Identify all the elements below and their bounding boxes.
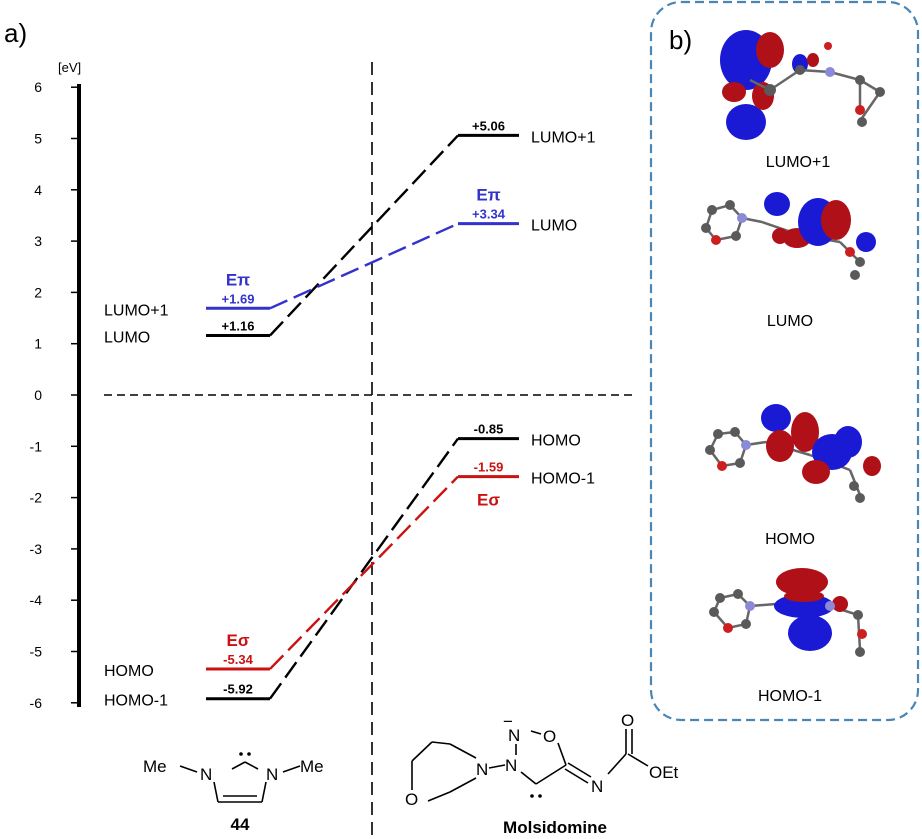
- energy-value-left-homo1: -5.92: [223, 682, 253, 697]
- axis-tick-label: 2: [34, 284, 42, 300]
- energy-value-left-lumo1: +1.69: [222, 291, 255, 306]
- orbital-type-right-homo1: Eσ: [477, 491, 500, 510]
- axis-tick-label: 0: [34, 387, 42, 403]
- axis-tick-label: 4: [34, 182, 42, 198]
- morpholine-nitrogen: N: [476, 760, 488, 779]
- correlation-line: [269, 134, 459, 337]
- axis-tick-label: 6: [34, 79, 42, 95]
- ring-nitrogen-3: N: [505, 756, 517, 775]
- panel-b-border: [649, 0, 920, 722]
- structure-compound-44: Me N N Me 44: [143, 752, 324, 834]
- methyl-left: Me: [143, 757, 167, 776]
- panel-b: b) LUMO+1: [649, 0, 920, 722]
- structure-molsidomine: O N N N − O N O OEt Molsidomine: [405, 711, 679, 837]
- orbital-label-lumo: LUMO: [767, 313, 813, 330]
- ring-oxygen: O: [543, 727, 556, 746]
- energy-value-left-homo: -5.34: [223, 652, 253, 667]
- orbital-label-homo1: HOMO-1: [758, 688, 822, 705]
- negative-charge: −: [503, 712, 513, 731]
- orbital-name-right-lumo1: LUMO+1: [531, 129, 596, 146]
- axis-tick-label: -3: [30, 541, 43, 557]
- panel-a-label: a): [4, 18, 27, 48]
- levels-molsidomine: +5.06 LUMO+1 +3.34 LUMO Eπ -0.85 HOMO -1.59 HOMO…: [458, 118, 596, 510]
- energy-value-right-homo1: -1.59: [474, 460, 504, 475]
- axis-tick-label: -1: [30, 438, 43, 454]
- axis-tick-label: -4: [30, 592, 43, 608]
- orbital-name-right-lumo: LUMO: [531, 218, 577, 235]
- orbital-image-lumo1: [720, 30, 885, 140]
- compound-44-label: 44: [231, 815, 250, 834]
- axis-tick-label: 3: [34, 233, 42, 249]
- ethoxy-group: OEt: [649, 763, 679, 782]
- orbital-name-left-lumo1: LUMO+1: [104, 302, 169, 319]
- orbital-type-left-homo: Eσ: [227, 631, 250, 650]
- energy-axis: [eV] 6 5 4 3 2 1 0 -1 -2 -3 -4 -5 -6: [30, 60, 82, 711]
- orbital-image-homo: [705, 404, 881, 503]
- axis-tick-label: -2: [30, 490, 43, 506]
- orbital-name-right-homo1: HOMO-1: [531, 471, 595, 488]
- correlation-line: [269, 222, 459, 310]
- correlation-lines: [269, 134, 459, 700]
- orbital-name-right-homo: HOMO: [531, 433, 581, 450]
- correlation-line: [269, 475, 459, 670]
- carbonyl-oxygen: O: [621, 711, 634, 730]
- imine-nitrogen: N: [591, 777, 603, 796]
- orbital-image-homo1: [709, 568, 867, 657]
- axis-tick-label: 1: [34, 336, 42, 352]
- orbital-label-lumo1: LUMO+1: [766, 154, 831, 171]
- nitrogen-left: N: [200, 765, 212, 784]
- axis-tick-label: -6: [30, 695, 43, 711]
- orbital-type-left-lumo1: Eπ: [226, 270, 250, 289]
- correlation-line: [269, 437, 459, 700]
- molsidomine-label: Molsidomine: [503, 818, 607, 837]
- axis-tick-label: 5: [34, 131, 42, 147]
- orbital-image-lumo: [701, 192, 876, 280]
- orbital-name-left-homo: HOMO: [104, 663, 154, 680]
- orbital-label-homo: HOMO: [765, 531, 815, 548]
- orbital-name-left-homo1: HOMO-1: [104, 693, 168, 710]
- energy-value-right-lumo1: +5.06: [472, 118, 505, 133]
- methyl-right: Me: [300, 757, 324, 776]
- nitrogen-right: N: [266, 765, 278, 784]
- energy-value-right-homo: -0.85: [474, 422, 504, 437]
- orbital-name-left-lumo: LUMO: [104, 329, 150, 346]
- ring-nitrogen-2: N: [508, 726, 520, 745]
- panel-b-label: b): [669, 25, 692, 55]
- levels-compound-44: +1.69 LUMO+1 Eπ +1.16 LUMO -5.34 HOMO Eσ -5.92 HO…: [104, 270, 270, 710]
- orbital-type-right-lumo: Eπ: [476, 186, 500, 205]
- axis-tick-label: -5: [30, 644, 43, 660]
- energy-value-left-lumo: +1.16: [222, 318, 255, 333]
- axis-unit-label: [eV]: [58, 60, 81, 75]
- energy-value-right-lumo: +3.34: [472, 207, 506, 222]
- morpholine-oxygen: O: [405, 790, 418, 809]
